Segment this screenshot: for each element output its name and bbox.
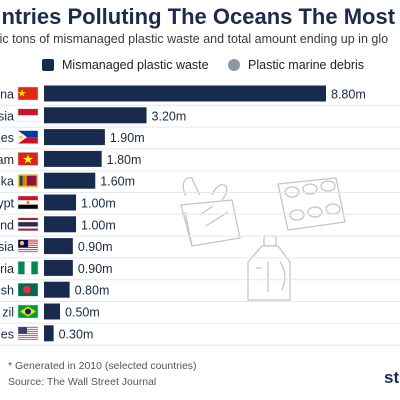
bar [44,85,326,102]
country-label: am [0,153,14,167]
value-label: 1.80m [107,153,142,167]
nigeria-flag-icon [17,261,39,275]
vietnam-flag-icon [17,152,39,166]
malaysia-flag-icon [17,239,39,253]
bar [44,259,73,276]
thailand-flag-icon [17,217,39,232]
brazil-flag-icon [17,304,39,319]
country-label: nes [0,131,14,145]
bar [44,172,96,189]
chart-row: sh 0.80m [0,281,400,302]
plastic-bag-icon [180,177,241,247]
value-label: 1.00m [81,197,116,211]
chart-row: ka 1.60m [0,172,400,193]
country-label: sia [0,240,14,254]
bar [44,325,54,342]
chart-rows: na 8.80m sia 3.20m nes 1.90m am 1.80m ka 1.60m ypt… [0,85,400,346]
bar [44,281,70,298]
legend-label-debris: Plastic marine debris [248,58,365,72]
legend-label-mismanaged: Mismanaged plastic waste [62,58,209,72]
chart-row: nes 1.90m [0,129,400,150]
china-flag-icon [17,86,39,101]
country-label: es [1,327,14,341]
value-label: 0.30m [59,327,94,341]
chart-title: untries Polluting The Oceans The Most [0,4,396,29]
source-text: Source: The Wall Street Journal [8,376,157,388]
chart-subtitle: tric tons of mismanaged plastic waste an… [0,32,389,46]
country-label: ka [1,175,14,189]
value-label: 1.00m [81,218,116,232]
brand-logo: st [384,368,400,387]
sri-lanka-flag-icon [17,173,39,188]
value-label: 1.60m [100,175,135,189]
value-label: 3.20m [152,109,187,123]
value-label: 0.90m [78,262,113,276]
bar [44,194,77,211]
country-label: zil [2,306,14,320]
value-label: 0.50m [65,306,100,320]
bar [44,150,102,167]
chart-row: ria 0.90m [0,259,400,281]
bangladesh-flag-icon [17,282,39,297]
country-label: ria [0,262,14,276]
plastic-bottle-icon [247,235,291,301]
value-label: 0.90m [78,240,113,254]
bar [44,216,77,233]
chart-row: na 8.80m [0,85,400,106]
plastic-illustrations [180,177,346,301]
footnote: * Generated in 2010 (selected countries) [8,360,197,372]
six-pack-ring-icon [277,177,346,231]
value-label: 0.80m [75,284,110,298]
country-label: ypt [0,197,15,211]
country-label: na [0,88,14,102]
country-label: and [0,218,14,232]
chart-row: zil 0.50m [0,303,400,324]
chart-row: ypt 1.00m [0,194,400,215]
legend-swatch-circle [228,59,240,71]
legend-item-debris: Plastic marine debris [228,58,364,72]
value-label: 1.90m [110,131,145,145]
bar [44,129,105,146]
philippines-flag-icon [17,130,39,144]
chart-row: es 0.30m [0,325,400,346]
indonesia-flag-icon [17,108,39,123]
chart-row: sia 0.90m [0,238,400,259]
bar [44,303,61,320]
chart-row: am 1.80m [0,150,400,172]
legend-swatch-square [42,59,54,71]
chart-row: sia 3.20m [0,107,400,128]
legend-item-mismanaged: Mismanaged plastic waste [42,58,209,72]
country-label: sia [0,109,14,123]
bar [44,107,147,124]
chart-row: and 1.00m [0,216,400,237]
value-label: 8.80m [331,88,366,102]
egypt-flag-icon [17,195,39,210]
united-states-flag-icon [17,326,39,341]
country-label: sh [1,284,14,298]
bar [44,238,73,255]
